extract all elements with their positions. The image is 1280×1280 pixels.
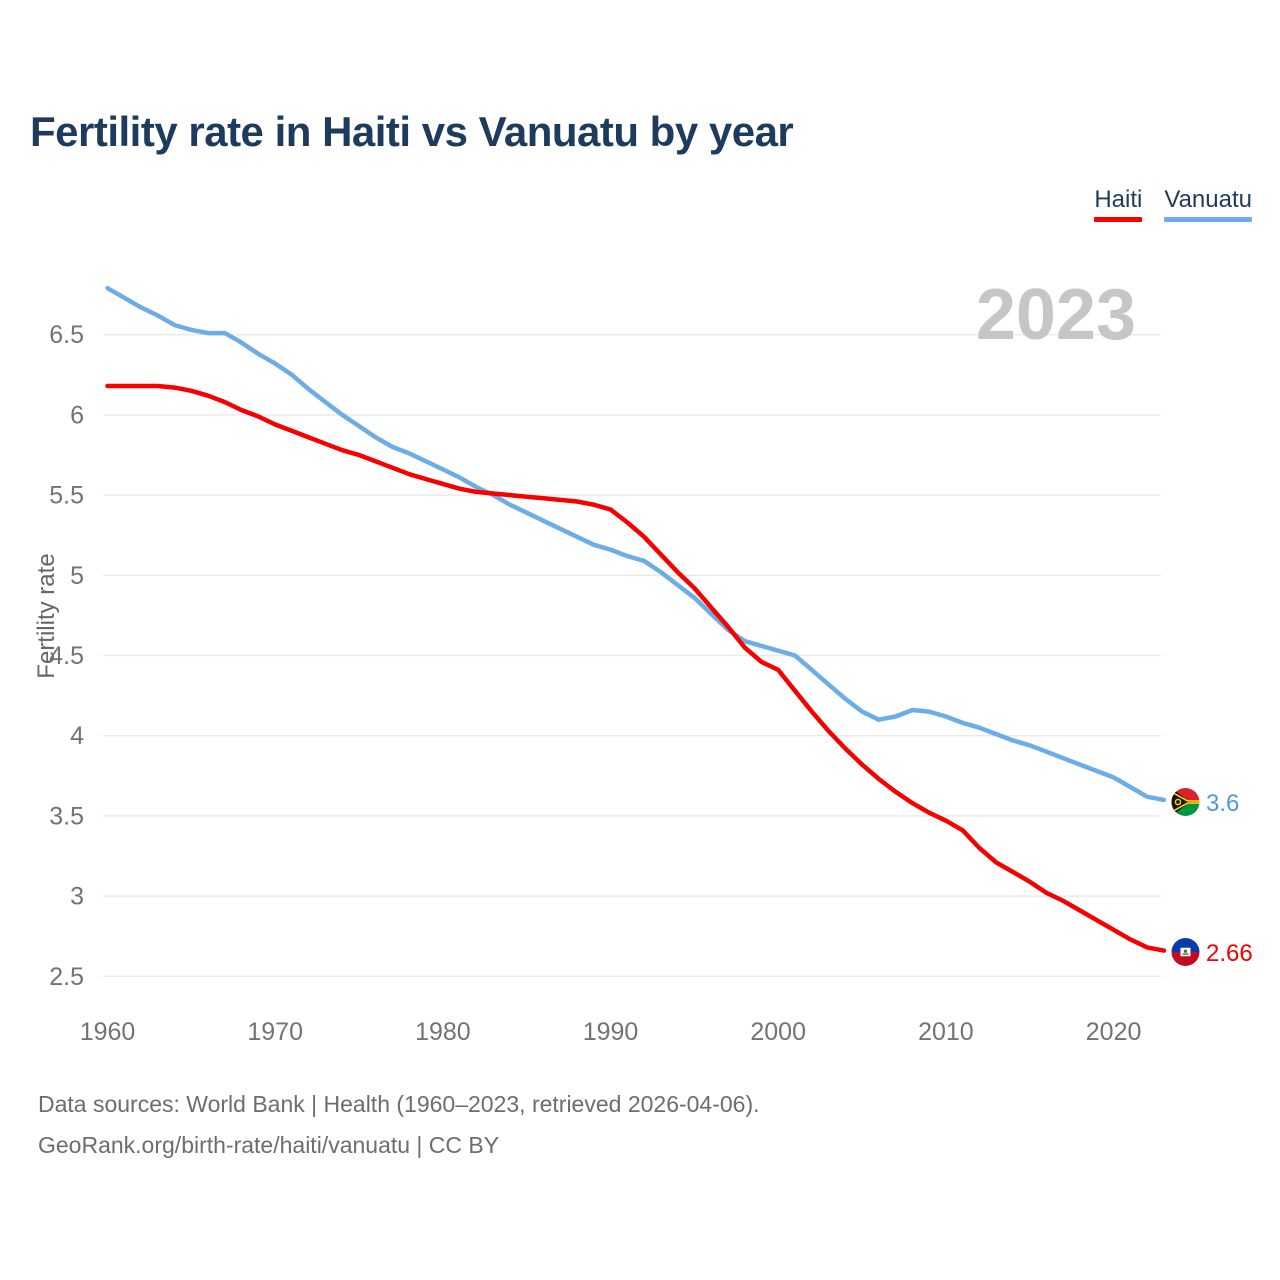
legend-swatch-haiti — [1094, 216, 1143, 222]
legend-swatch-vanuatu — [1164, 216, 1252, 222]
x-tick-label: 1980 — [415, 1018, 471, 1046]
y-tick-label: 3 — [70, 883, 84, 911]
gridlines — [103, 334, 1161, 977]
legend-item-vanuatu[interactable]: Vanuatu — [1164, 186, 1252, 222]
x-tick-label: 1970 — [247, 1018, 303, 1046]
x-tick-label: 2000 — [750, 1018, 806, 1046]
x-tick-label: 2010 — [918, 1018, 974, 1046]
footer-attribution: GeoRank.org/birth-rate/haiti/vanuatu | C… — [38, 1132, 500, 1158]
haiti-end-value: 2.66 — [1206, 940, 1253, 967]
axis-labels: 6.5 6 5.5 5 4.5 4 3.5 3 2.5 1960 1970 1980 1990 2000 2… — [49, 321, 1141, 1046]
legend-item-haiti[interactable]: Haiti — [1094, 186, 1143, 222]
y-tick-label: 4 — [70, 722, 84, 750]
y-tick-label: 5.5 — [49, 482, 84, 510]
x-tick-label: 1990 — [583, 1018, 639, 1046]
vanuatu-flag-icon — [1171, 788, 1200, 816]
y-tick-label: 3.5 — [49, 802, 84, 830]
x-tick-label: 1960 — [80, 1018, 136, 1046]
footer: Data sources: World Bank | Health (1960–… — [38, 1084, 760, 1166]
y-tick-label: 6.5 — [49, 321, 84, 349]
y-tick-label: 5 — [70, 562, 84, 590]
y-tick-label: 2.5 — [49, 963, 84, 991]
series-lines — [105, 285, 1167, 953]
legend-label-haiti: Haiti — [1094, 186, 1143, 213]
haiti-flag-icon — [1171, 938, 1200, 966]
y-tick-label: 6 — [70, 401, 84, 429]
vanuatu-line — [105, 285, 1167, 803]
haiti-line — [105, 383, 1167, 953]
page-title: Fertility rate in Haiti vs Vanuatu by ye… — [30, 108, 794, 155]
x-tick-label: 2020 — [1086, 1018, 1142, 1046]
legend-label-vanuatu: Vanuatu — [1164, 186, 1252, 213]
legend: Haiti Vanuatu — [1094, 186, 1252, 222]
footer-sources: Data sources: World Bank | Health (1960–… — [38, 1091, 760, 1117]
vanuatu-end-value: 3.6 — [1206, 790, 1239, 817]
year-watermark: 2023 — [976, 275, 1136, 355]
y-tick-label: 4.5 — [49, 642, 84, 670]
